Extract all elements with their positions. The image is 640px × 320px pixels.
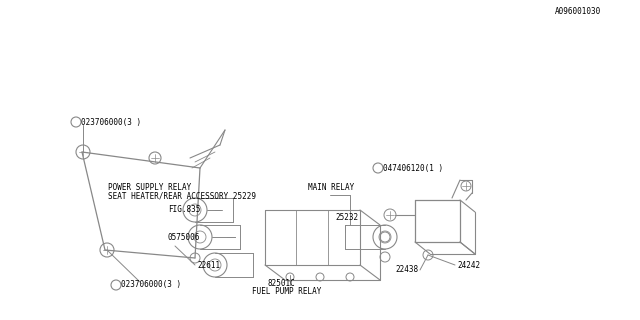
Text: 25232: 25232 (335, 213, 358, 222)
Text: 047406120(1 ): 047406120(1 ) (383, 164, 443, 172)
Text: MAIN RELAY: MAIN RELAY (308, 183, 355, 193)
Text: FUEL PUMP RELAY: FUEL PUMP RELAY (252, 287, 321, 297)
Text: FIG.835: FIG.835 (168, 205, 200, 214)
Text: 22438: 22438 (395, 266, 418, 275)
Text: 24242: 24242 (457, 260, 480, 269)
Text: 023706000(3 ): 023706000(3 ) (81, 117, 141, 126)
Text: SEAT HEATER/REAR ACCESSORY 25229: SEAT HEATER/REAR ACCESSORY 25229 (108, 191, 256, 201)
Text: 82501C: 82501C (268, 278, 296, 287)
Text: 0575006: 0575006 (168, 233, 200, 242)
Text: POWER SUPPLY RELAY: POWER SUPPLY RELAY (108, 183, 191, 193)
Text: A096001030: A096001030 (555, 7, 601, 17)
Text: 22611: 22611 (197, 260, 220, 269)
Text: 023706000(3 ): 023706000(3 ) (121, 281, 181, 290)
